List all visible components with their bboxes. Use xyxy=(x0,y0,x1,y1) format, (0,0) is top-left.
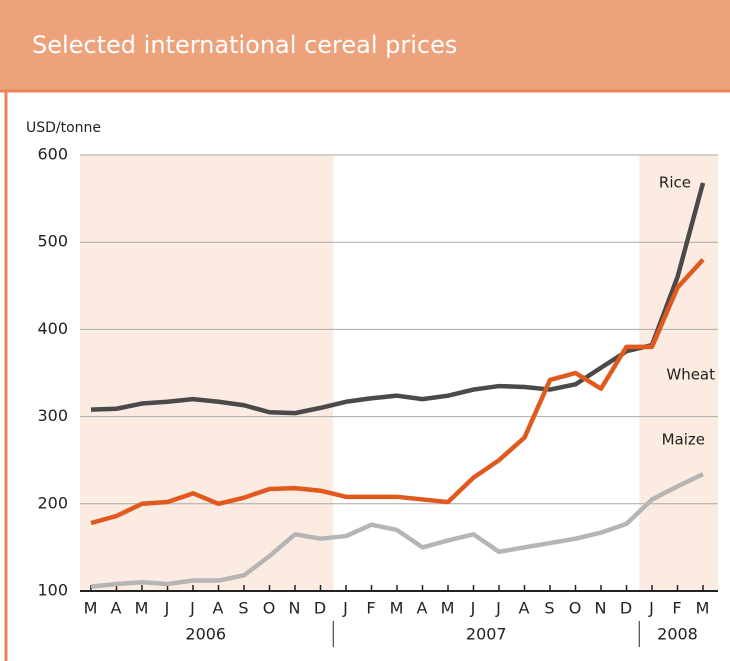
year-label: 2006 xyxy=(185,625,226,644)
x-tick-label: M xyxy=(696,599,711,618)
series-label: Maize xyxy=(662,431,705,449)
y-tick-label: 400 xyxy=(37,319,68,338)
x-tick-label: N xyxy=(289,599,302,618)
x-tick-label: S xyxy=(544,599,555,618)
y-tick-label: 500 xyxy=(37,232,68,251)
series-line xyxy=(90,258,705,526)
x-tick-label: M xyxy=(441,599,456,618)
x-tick-label: O xyxy=(263,599,277,618)
x-tick-label: F xyxy=(366,599,376,618)
x-tick-label: D xyxy=(620,599,633,618)
x-tick-label: S xyxy=(238,599,249,618)
y-tick-label: 600 xyxy=(37,145,68,164)
year-band xyxy=(80,155,334,591)
x-tick-label: M xyxy=(390,599,405,618)
x-tick-label: J xyxy=(342,599,349,618)
x-tick-label: J xyxy=(648,599,655,618)
title-bar xyxy=(0,0,730,90)
x-tick-label: A xyxy=(417,599,429,618)
series-label: Wheat xyxy=(666,365,715,383)
series-label: Rice xyxy=(659,173,691,191)
chart-title: Selected international cereal prices xyxy=(32,31,457,59)
x-tick-label: F xyxy=(672,599,682,618)
y-tick-label: 300 xyxy=(37,406,68,425)
year-label: 2008 xyxy=(657,625,698,644)
y-axis-label: USD/tonne xyxy=(26,120,101,136)
x-tick-label: J xyxy=(470,599,477,618)
x-tick-label: D xyxy=(314,599,327,618)
year-band xyxy=(639,155,718,591)
x-tick-label: N xyxy=(595,599,608,618)
x-tick-label: A xyxy=(213,599,225,618)
series-line xyxy=(90,182,706,416)
x-tick-label: M xyxy=(135,599,150,618)
y-tick-label: 200 xyxy=(37,493,68,512)
x-tick-label: J xyxy=(189,599,196,618)
x-tick-label: O xyxy=(569,599,583,618)
x-tick-label: J xyxy=(164,599,171,618)
series-line xyxy=(90,472,704,589)
year-label: 2007 xyxy=(466,625,507,644)
y-tick-label: 100 xyxy=(37,581,68,600)
x-tick-label: M xyxy=(84,599,99,618)
x-tick-label: J xyxy=(495,599,502,618)
x-tick-label: A xyxy=(519,599,531,618)
x-tick-label: A xyxy=(111,599,123,618)
